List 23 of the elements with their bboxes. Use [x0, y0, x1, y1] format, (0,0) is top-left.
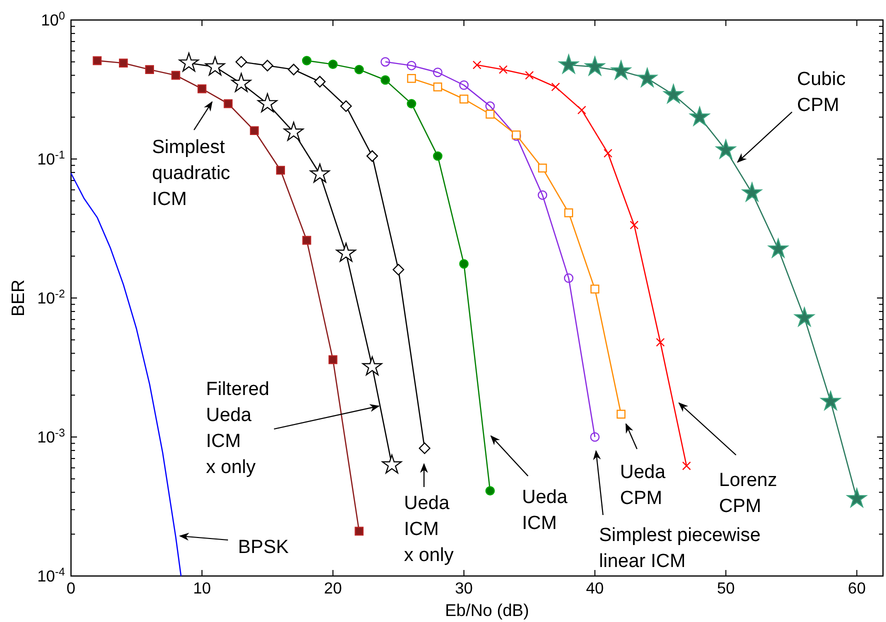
x-tick-label: 0 — [66, 580, 76, 598]
x-tick-label: 40 — [586, 580, 604, 598]
x-tick-label: 30 — [455, 580, 473, 598]
y-tick-label: 10$^{0}$ — [40, 10, 65, 30]
annotation: Lorenz CPM — [719, 470, 778, 517]
annotation: Ueda ICM — [522, 487, 568, 534]
y-tick-label: 10$^{-3}$ — [37, 428, 65, 447]
x-tick-label: 20 — [324, 580, 342, 598]
x-tick-label: 10 — [193, 580, 211, 598]
annotation: Simplest quadratic ICM — [152, 137, 230, 210]
annotation: Cubic CPM — [797, 69, 846, 116]
x-tick-label: 50 — [716, 580, 735, 598]
y-tick-label: 10$^{-4}$ — [37, 566, 65, 586]
annotation: BPSK — [238, 537, 290, 558]
y-tick-label: 10$^{-2}$ — [37, 288, 65, 308]
y-axis-title: BER — [8, 279, 28, 317]
x-tick-label: 60 — [848, 580, 866, 598]
annotation: Ueda ICM x only — [404, 493, 454, 566]
x-axis-title: Eb/No (dB) — [444, 601, 530, 620]
annotation: Ueda CPM — [620, 462, 666, 509]
annotation: Filtered Ueda ICM x only — [206, 379, 270, 478]
y-tick-label: 10$^{-1}$ — [37, 150, 65, 169]
annotation: Simplest piecewise linear ICM — [599, 525, 761, 572]
